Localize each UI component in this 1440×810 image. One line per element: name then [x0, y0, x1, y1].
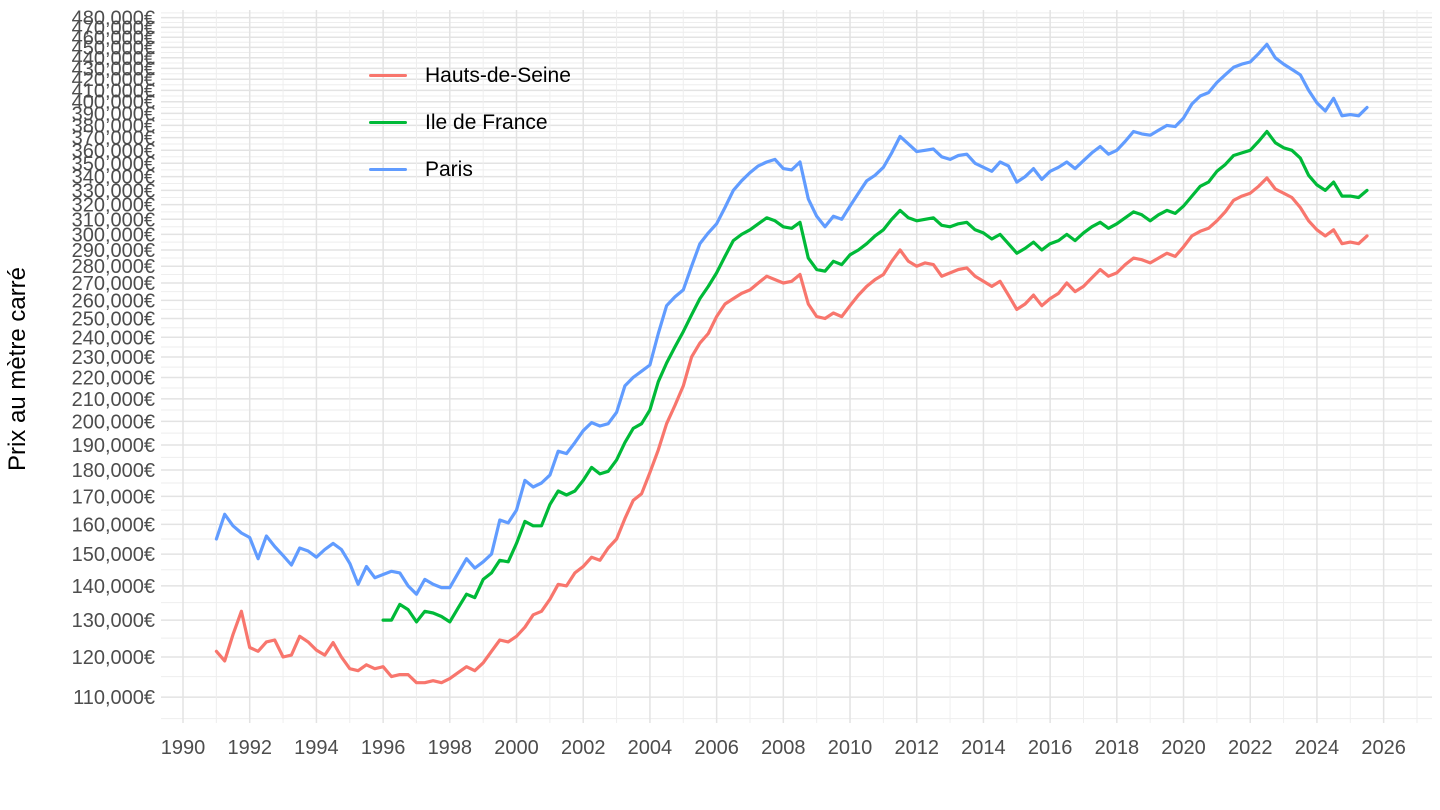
series-line-hauts-de-seine [214, 176, 1369, 685]
y-tick-label: 410,000€ [72, 80, 155, 102]
x-axis-tick-labels: 1990 1992 1994 1996 1998 2000 2002 2004 2006 2008… [161, 737, 1406, 759]
y-tick-label: 400,000€ [72, 92, 155, 114]
y-tick-label: 350,000€ [72, 153, 155, 175]
y-tick-label: 240,000€ [72, 327, 155, 349]
x-tick-label: 2004 [628, 737, 673, 759]
y-tick-label: 220,000€ [72, 367, 155, 389]
x-tick-label: 2016 [1028, 737, 1073, 759]
x-tick-label: 1992 [227, 737, 272, 759]
y-tick-label: 340,000€ [72, 167, 155, 189]
y-tick-label: 180,000€ [72, 460, 155, 482]
x-tick-label: 2008 [761, 737, 806, 759]
y-tick-label: 210,000€ [72, 389, 155, 411]
x-tick-label: 2022 [1228, 737, 1273, 759]
y-tick-label: 320,000€ [72, 195, 155, 217]
x-tick-label: 1998 [428, 737, 473, 759]
x-tick-label: 2014 [961, 737, 1006, 759]
x-tick-label: 2002 [561, 737, 606, 759]
y-tick-label: 420,000€ [72, 69, 155, 91]
y-tick-label: 450,000€ [72, 37, 155, 59]
x-tick-label: 1996 [361, 737, 406, 759]
y-tick-label: 250,000€ [72, 308, 155, 330]
legend-key-line [369, 120, 407, 125]
y-tick-label: 270,000€ [72, 273, 155, 295]
legend-key-line [369, 167, 407, 172]
legend: Hauts-de-Seine Ile de France Paris [369, 52, 571, 193]
x-tick-label: 2018 [1095, 737, 1140, 759]
y-tick-label: 170,000€ [72, 486, 155, 508]
y-tick-label: 200,000€ [72, 411, 155, 433]
x-tick-label: 2020 [1161, 737, 1206, 759]
x-tick-label: 2000 [494, 737, 539, 759]
y-tick-label: 120,000€ [72, 647, 155, 669]
y-tick-label: 360,000€ [72, 140, 155, 162]
series-line-paris [214, 42, 1369, 596]
y-tick-label: 130,000€ [72, 610, 155, 632]
y-tick-label: 480,000€ [72, 8, 155, 30]
x-tick-label: 2010 [828, 737, 873, 759]
y-tick-label: 230,000€ [72, 347, 155, 369]
y-axis-title: Prix au mètre carré [4, 266, 31, 472]
series-line-ile-de-france [381, 129, 1369, 624]
legend-item-paris: Paris [369, 146, 571, 193]
y-tick-label: 140,000€ [72, 576, 155, 598]
y-tick-label: 380,000€ [72, 115, 155, 137]
y-tick-label: 110,000€ [73, 687, 155, 709]
legend-item-hauts-de-seine: Hauts-de-Seine [369, 52, 571, 99]
x-tick-label: 2006 [694, 737, 739, 759]
x-tick-label: 1994 [294, 737, 339, 759]
legend-label: Paris [425, 157, 473, 181]
y-tick-label: 430,000€ [72, 58, 155, 80]
y-tick-label: 470,000€ [72, 17, 155, 39]
gridlines [161, 10, 1432, 723]
x-tick-label: 2024 [1295, 737, 1340, 759]
x-tick-label: 2012 [894, 737, 939, 759]
y-tick-label: 440,000€ [72, 48, 155, 70]
y-tick-label: 280,000€ [72, 256, 155, 278]
y-tick-label: 260,000€ [72, 290, 155, 312]
x-tick-label: 2026 [1361, 737, 1406, 759]
y-tick-label: 300,000€ [72, 224, 155, 246]
y-tick-label: 290,000€ [72, 240, 155, 262]
legend-key-line [369, 73, 407, 78]
y-tick-label: 460,000€ [72, 27, 155, 49]
legend-label: Ile de France [425, 110, 548, 134]
y-tick-label: 370,000€ [72, 128, 155, 150]
y-tick-label: 390,000€ [72, 103, 155, 125]
y-tick-label: 160,000€ [72, 514, 155, 536]
y-tick-label: 190,000€ [72, 435, 155, 457]
y-tick-label: 310,000€ [72, 209, 155, 231]
legend-item-ile-de-france: Ile de France [369, 99, 571, 146]
y-tick-label: 150,000€ [72, 544, 155, 566]
y-tick-label: 330,000€ [72, 180, 155, 202]
y-axis-tick-labels: 110,000€ 120,000€ 130,000€ 140,000€ 150,000€… [72, 8, 155, 710]
x-tick-label: 1990 [161, 737, 206, 759]
legend-label: Hauts-de-Seine [425, 63, 571, 87]
